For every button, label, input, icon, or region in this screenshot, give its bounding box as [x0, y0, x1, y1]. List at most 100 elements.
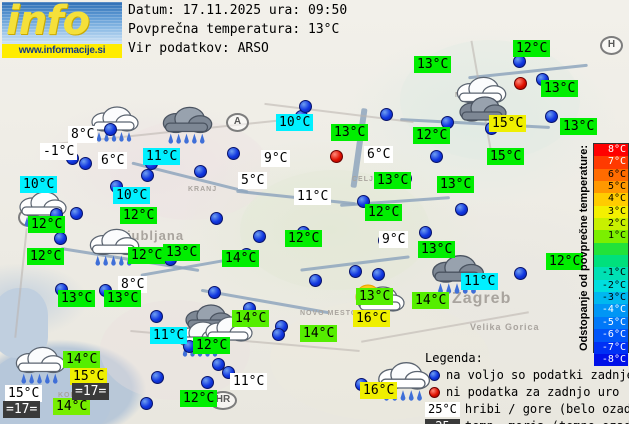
station-dot[interactable]: [545, 110, 558, 123]
temperature-label: 13°C: [163, 244, 201, 261]
colorbar-cell: 3°C: [594, 205, 628, 219]
legend-row: ni podatka za zadnjo uro: [425, 384, 629, 401]
temperature-label: 13°C: [104, 290, 142, 307]
place-label: NOVO MESTO: [300, 310, 358, 317]
legend-row-text: na voljo so podatki zadnje ure: [446, 368, 629, 382]
temperature-label: 12°C: [546, 253, 584, 270]
station-dot[interactable]: [227, 147, 240, 160]
temperature-label: 14°C: [222, 250, 260, 267]
station-dot[interactable]: [208, 286, 221, 299]
temperature-label: 13°C: [418, 241, 456, 258]
temperature-label: 10°C: [276, 114, 314, 131]
station-dot[interactable]: [380, 108, 393, 121]
mountain-temperature-label: 11°C: [230, 373, 268, 390]
mountain-temperature-label: 6°C: [98, 152, 128, 169]
colorbar-cell: 7°C: [594, 156, 628, 169]
colorbar-cell: 2°C: [594, 218, 628, 231]
temperature-label: 16°C: [353, 310, 391, 327]
adriatic-sea-inlet: [0, 288, 48, 358]
colorbar-cell: [594, 255, 628, 268]
station-dot[interactable]: [430, 150, 443, 163]
place-label: Velika Gorica: [470, 322, 540, 332]
temperature-label: 12°C: [128, 247, 166, 264]
station-dot[interactable]: [104, 123, 117, 136]
legend-row: 25°C hribi / gore (belo ozadje): [425, 401, 629, 418]
temperature-label: 12°C: [285, 230, 323, 247]
station-dot[interactable]: [514, 267, 527, 280]
legend-row-text: temp. morja (temno ozadje): [465, 418, 629, 424]
colorbar-cell: -4°C: [594, 304, 628, 317]
temperature-label: 14°C: [232, 310, 270, 327]
station-dot[interactable]: [212, 358, 225, 371]
colorbar-cell: [594, 242, 628, 256]
colorbar-cell: -6°C: [594, 329, 628, 342]
colorbar-cell: 5°C: [594, 181, 628, 194]
station-dot[interactable]: [455, 203, 468, 216]
station-dot[interactable]: [151, 371, 164, 384]
terrain-blob: [240, 170, 430, 290]
station-dot[interactable]: [141, 169, 154, 182]
temperature-label: 13°C: [58, 290, 96, 307]
temperature-label: 10°C: [113, 187, 151, 204]
temperature-label: 11°C: [150, 327, 188, 344]
temperature-label: 15°C: [489, 115, 527, 132]
station-dot-nodata[interactable]: [514, 77, 527, 90]
legend-rows: na voljo so podatki zadnje ure ni podatka…: [425, 367, 629, 424]
station-dot[interactable]: [150, 310, 163, 323]
mountain-temperature-label: 9°C: [261, 150, 291, 167]
colorbar-cell: -2°C: [594, 279, 628, 293]
mountain-temperature-label: 11°C: [294, 188, 332, 205]
colorbar-cell: 8°C: [594, 144, 628, 157]
station-dot[interactable]: [210, 212, 223, 225]
temperature-label: 16°C: [360, 382, 398, 399]
station-dot[interactable]: [194, 165, 207, 178]
station-dot[interactable]: [272, 328, 285, 341]
station-dot[interactable]: [419, 226, 432, 239]
station-dot[interactable]: [79, 157, 92, 170]
sea-temperature-label: =17=: [72, 383, 110, 400]
temperature-label: 12°C: [27, 248, 65, 265]
station-dot[interactable]: [201, 376, 214, 389]
temperature-label: 10°C: [20, 176, 58, 193]
station-dot[interactable]: [140, 397, 153, 410]
mountain-temperature-label: 5°C: [238, 172, 268, 189]
station-dot[interactable]: [372, 268, 385, 281]
temperature-label: 12°C: [28, 216, 66, 233]
logo-background: [2, 2, 122, 44]
temperature-label: 13°C: [331, 124, 369, 141]
legend-blue-dot-icon: [429, 370, 440, 381]
site-logo[interactable]: info www.informacije.si: [2, 0, 122, 58]
legend-row-text: hribi / gore (belo ozadje): [464, 402, 629, 416]
header-average-temperature: Povprečna temperatura: 13°C: [128, 22, 340, 37]
temperature-label: 13°C: [374, 172, 412, 189]
legend-row: na voljo so podatki zadnje ure: [425, 367, 629, 384]
colorbar-cell: -7°C: [594, 341, 628, 354]
temperature-label: 14°C: [300, 325, 338, 342]
temperature-label: 12°C: [413, 127, 451, 144]
mountain-temperature-label: -1°C: [40, 143, 78, 160]
place-label: Zagreb: [452, 290, 512, 307]
colorbar-cell: -8°C: [594, 353, 628, 367]
region-mark: H: [600, 36, 623, 55]
colorbar-title: Odstopanje od povprečne temperature:: [578, 145, 590, 351]
header-data-source: Vir podatkov: ARSO: [128, 41, 269, 56]
station-dot[interactable]: [299, 100, 312, 113]
temperature-label: 13°C: [541, 80, 579, 97]
station-dot[interactable]: [70, 207, 83, 220]
station-dot[interactable]: [54, 232, 67, 245]
colorbar-cell: -5°C: [594, 316, 628, 330]
station-dot[interactable]: [349, 265, 362, 278]
rain-cloud-icon: [8, 340, 69, 386]
mountain-temperature-label: 8°C: [68, 126, 98, 143]
mountain-temperature-label: 8°C: [118, 276, 148, 293]
legend-sea-chip: =25=: [425, 419, 460, 424]
station-dot-nodata[interactable]: [330, 150, 343, 163]
station-dot[interactable]: [253, 230, 266, 243]
temperature-label: 14°C: [53, 398, 91, 415]
mountain-temperature-label: 6°C: [364, 146, 394, 163]
legend-mountain-chip: 25°C: [425, 402, 460, 417]
station-dot[interactable]: [309, 274, 322, 287]
sea-temperature-label: =17=: [3, 401, 41, 418]
